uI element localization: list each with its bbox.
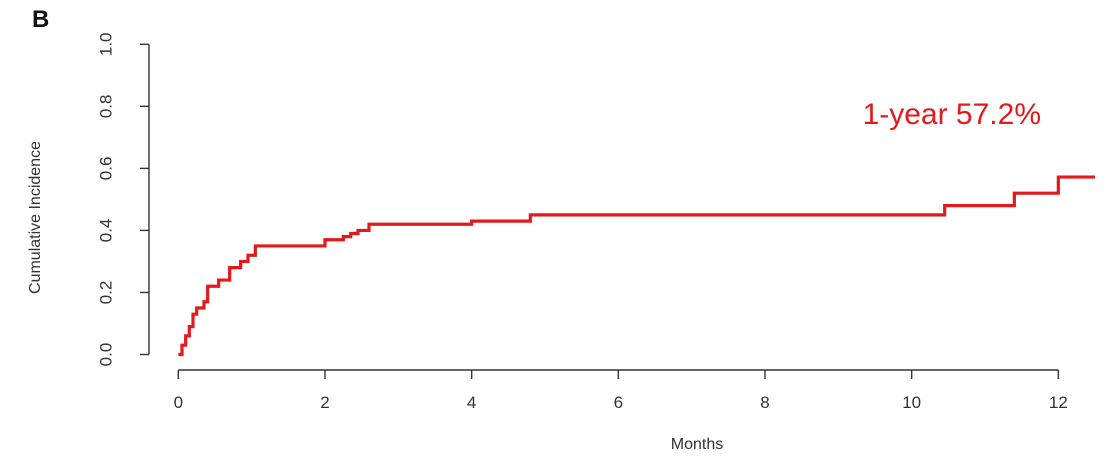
x-axis-title: Months [671,436,723,453]
y-tick-label: 0.2 [96,281,115,305]
y-tick-label: 0.4 [96,219,115,243]
x-tick-label: 2 [320,393,329,412]
x-axis: 0 2 4 6 8 10 12 [174,369,1068,412]
y-tick-label: 1.0 [96,32,115,56]
x-tick-label: 8 [760,393,769,412]
y-axis-title: Cumulative Incidence [27,141,44,294]
x-tick-label: 12 [1049,393,1068,412]
x-tick-label: 4 [467,393,476,412]
x-tick-label: 10 [902,393,921,412]
y-tick-label: 0.6 [96,157,115,181]
cumulative-incidence-line [178,175,1095,357]
plot-area [178,175,1095,357]
x-tick-label: 0 [174,393,183,412]
y-axis: 0.0 0.2 0.4 0.6 0.8 1.0 [96,32,150,367]
one-year-annotation: 1-year 57.2% [863,98,1041,131]
y-tick-label: 0.0 [96,343,115,367]
panel-label: B [32,6,49,33]
y-tick-label: 0.8 [96,95,115,119]
x-tick-label: 6 [614,393,623,412]
